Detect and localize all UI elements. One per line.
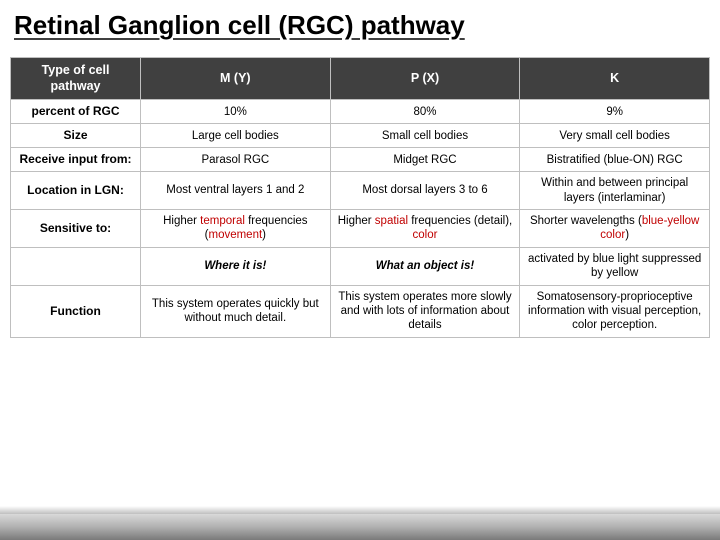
cell: Where it is! <box>141 247 331 285</box>
col-header-rowlabel: Type of cell pathway <box>11 58 141 100</box>
row-label: Receive input from: <box>11 148 141 172</box>
cell: Parasol RGC <box>141 148 331 172</box>
table-container: Type of cell pathway M (Y) P (X) K perce… <box>0 43 720 338</box>
cell: Within and between principal layers (int… <box>520 172 710 210</box>
cell: Higher spatial frequencies (detail), col… <box>330 210 520 248</box>
col-header-m: M (Y) <box>141 58 331 100</box>
rgc-pathway-table: Type of cell pathway M (Y) P (X) K perce… <box>10 57 710 338</box>
cell: Bistratified (blue-ON) RGC <box>520 148 710 172</box>
cell: Most dorsal layers 3 to 6 <box>330 172 520 210</box>
cell: Most ventral layers 1 and 2 <box>141 172 331 210</box>
cell: This system operates quickly but without… <box>141 285 331 337</box>
cell: Small cell bodies <box>330 124 520 148</box>
table-row: Receive input from: Parasol RGC Midget R… <box>11 148 710 172</box>
footer-bar <box>0 514 720 540</box>
row-label <box>11 247 141 285</box>
table-row: Size Large cell bodies Small cell bodies… <box>11 124 710 148</box>
row-label: percent of RGC <box>11 100 141 124</box>
cell: Higher temporal frequencies (movement) <box>141 210 331 248</box>
cell: activated by blue light suppressed by ye… <box>520 247 710 285</box>
cell: Somatosensory-proprioceptive information… <box>520 285 710 337</box>
cell: 9% <box>520 100 710 124</box>
page-title: Retinal Ganglion cell (RGC) pathway <box>0 0 720 43</box>
cell: Very small cell bodies <box>520 124 710 148</box>
cell: What an object is! <box>330 247 520 285</box>
table-row: percent of RGC 10% 80% 9% <box>11 100 710 124</box>
table-row: Location in LGN: Most ventral layers 1 a… <box>11 172 710 210</box>
table-header-row: Type of cell pathway M (Y) P (X) K <box>11 58 710 100</box>
cell: 80% <box>330 100 520 124</box>
cell: Midget RGC <box>330 148 520 172</box>
row-label: Sensitive to: <box>11 210 141 248</box>
table-row: Function This system operates quickly bu… <box>11 285 710 337</box>
cell: Shorter wavelengths (blue-yellow color) <box>520 210 710 248</box>
col-header-k: K <box>520 58 710 100</box>
cell: Large cell bodies <box>141 124 331 148</box>
cell: This system operates more slowly and wit… <box>330 285 520 337</box>
row-label: Size <box>11 124 141 148</box>
footer-shadow <box>0 506 720 514</box>
table-row: Sensitive to: Higher temporal frequencie… <box>11 210 710 248</box>
table-row: Where it is! What an object is! activate… <box>11 247 710 285</box>
col-header-p: P (X) <box>330 58 520 100</box>
row-label: Location in LGN: <box>11 172 141 210</box>
row-label: Function <box>11 285 141 337</box>
cell: 10% <box>141 100 331 124</box>
